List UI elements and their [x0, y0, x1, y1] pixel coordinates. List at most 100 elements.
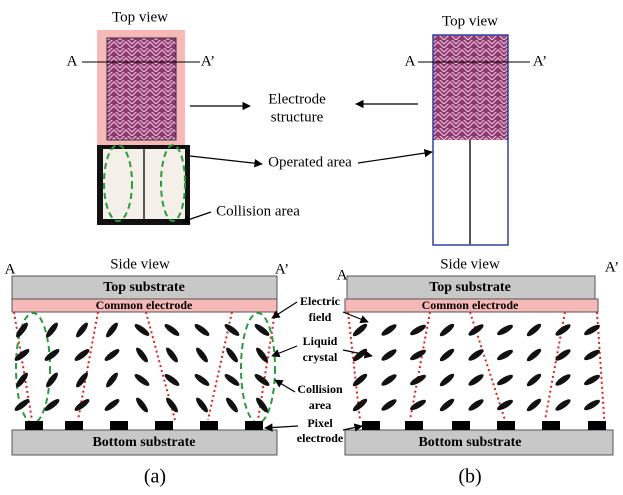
- liquid-crystal: [438, 347, 456, 363]
- liquid-crystal: [254, 396, 270, 414]
- top-view-b: Top view A A’: [405, 13, 548, 245]
- liquid-crystal: [438, 372, 456, 388]
- liquid-crystal: [467, 322, 485, 337]
- label: Side view: [440, 256, 500, 272]
- liquid-crystal: [44, 321, 60, 339]
- arrow: [272, 346, 297, 356]
- liquid-crystal: [496, 373, 515, 387]
- liquid-crystal: [583, 398, 602, 412]
- label: Top substrate: [103, 280, 185, 295]
- pixel-electrode: [245, 421, 263, 430]
- label: Liquid: [303, 334, 338, 348]
- liquid-crystal: [467, 372, 485, 387]
- liquid-crystal: [496, 323, 515, 337]
- pixel-electrode: [155, 421, 173, 430]
- pixel-electrode: [25, 421, 43, 430]
- label: Common electrode: [422, 298, 519, 312]
- liquid-crystal: [73, 397, 91, 413]
- liquid-crystal: [496, 348, 515, 362]
- liquid-crystal: [525, 347, 543, 363]
- liquid-crystal: [554, 397, 572, 412]
- liquid-crystal: [104, 371, 120, 389]
- pixel-electrode: [65, 421, 83, 430]
- label: A’: [201, 53, 215, 69]
- liquid-crystal: [525, 322, 543, 338]
- liquid-crystal: [74, 321, 90, 339]
- label: Electrode: [268, 91, 326, 107]
- field-lines: [14, 312, 605, 430]
- label: area: [309, 398, 331, 412]
- label: Top view: [442, 13, 498, 29]
- liquid-crystal: [193, 372, 211, 388]
- liquid-crystal: [583, 373, 602, 387]
- label: A: [337, 267, 348, 283]
- liquid-crystal: [351, 397, 369, 413]
- liquid-crystal: [163, 322, 181, 338]
- label: A’: [275, 261, 289, 277]
- liquid-crystal: [133, 322, 151, 338]
- liquid-crystal: [104, 321, 120, 339]
- electrode: [433, 35, 508, 140]
- liquid-crystal: [409, 348, 428, 362]
- label: Pixel: [307, 416, 333, 430]
- liquid-crystal: [164, 396, 180, 414]
- liquid-crystal: [351, 322, 369, 338]
- liquid-crystal: [380, 397, 398, 412]
- liquid-crystal: [223, 372, 241, 388]
- label: Side view: [110, 256, 170, 272]
- arrow: [343, 312, 368, 322]
- label: Top view: [112, 9, 168, 25]
- liquid-crystal: [554, 322, 572, 337]
- liquid-crystal: [103, 347, 121, 363]
- electrode: [107, 38, 176, 140]
- liquid-crystal: [133, 372, 151, 388]
- side-view-a: Side view A A’ Top substrate Common elec…: [5, 256, 290, 487]
- liquid-crystal: [351, 372, 369, 388]
- liquid-crystal: [438, 397, 456, 413]
- liquid-crystal: [525, 397, 543, 413]
- liquid-crystal: [193, 322, 211, 338]
- top-view-a: Top view A A’: [67, 9, 216, 225]
- label: electrode: [297, 431, 344, 445]
- field-line: [597, 312, 605, 430]
- label: Electric: [300, 294, 341, 308]
- liquid-crystal: [583, 323, 602, 337]
- liquid-crystal: [409, 398, 428, 412]
- liquid-crystal: [134, 346, 150, 364]
- label: Top substrate: [429, 280, 511, 295]
- label: A: [5, 261, 16, 277]
- label: Bottom substrate: [418, 435, 521, 450]
- liquid-crystal: [103, 397, 121, 413]
- label: field: [309, 310, 332, 324]
- pixel-electrode: [452, 421, 470, 430]
- liquid-crystal: [380, 322, 398, 337]
- liquid-crystal: [164, 346, 180, 364]
- caption: (b): [458, 466, 481, 488]
- arrow: [275, 380, 295, 392]
- liquid-crystal: [496, 398, 515, 412]
- label: A: [67, 53, 78, 69]
- pixel-electrode: [497, 421, 515, 430]
- liquid-crystal: [409, 323, 428, 337]
- label: A: [405, 53, 416, 69]
- arrow: [265, 426, 298, 428]
- arrow: [358, 152, 432, 163]
- label: Common electrode: [96, 298, 193, 312]
- liquid-crystal: [44, 371, 60, 389]
- label: A’: [533, 53, 547, 69]
- label: A’: [605, 259, 619, 275]
- liquid-crystal: [525, 372, 543, 388]
- liquid-crystal: [74, 371, 90, 389]
- liquid-crystal: [438, 322, 456, 338]
- liquid-crystal: [224, 346, 240, 364]
- side-view-b: Side view A A’ Top substrate Common elec…: [337, 256, 620, 487]
- liquid-crystal: [253, 372, 271, 388]
- liquid-crystal: [43, 347, 61, 363]
- pixel-electrode: [588, 421, 606, 430]
- liquid-crystal: [223, 322, 241, 338]
- liquid-crystal: [13, 397, 31, 413]
- liquid-crystal: [43, 397, 61, 413]
- liquid-crystal: [134, 396, 150, 414]
- caption: (a): [144, 466, 166, 488]
- pixel-electrode: [542, 421, 560, 430]
